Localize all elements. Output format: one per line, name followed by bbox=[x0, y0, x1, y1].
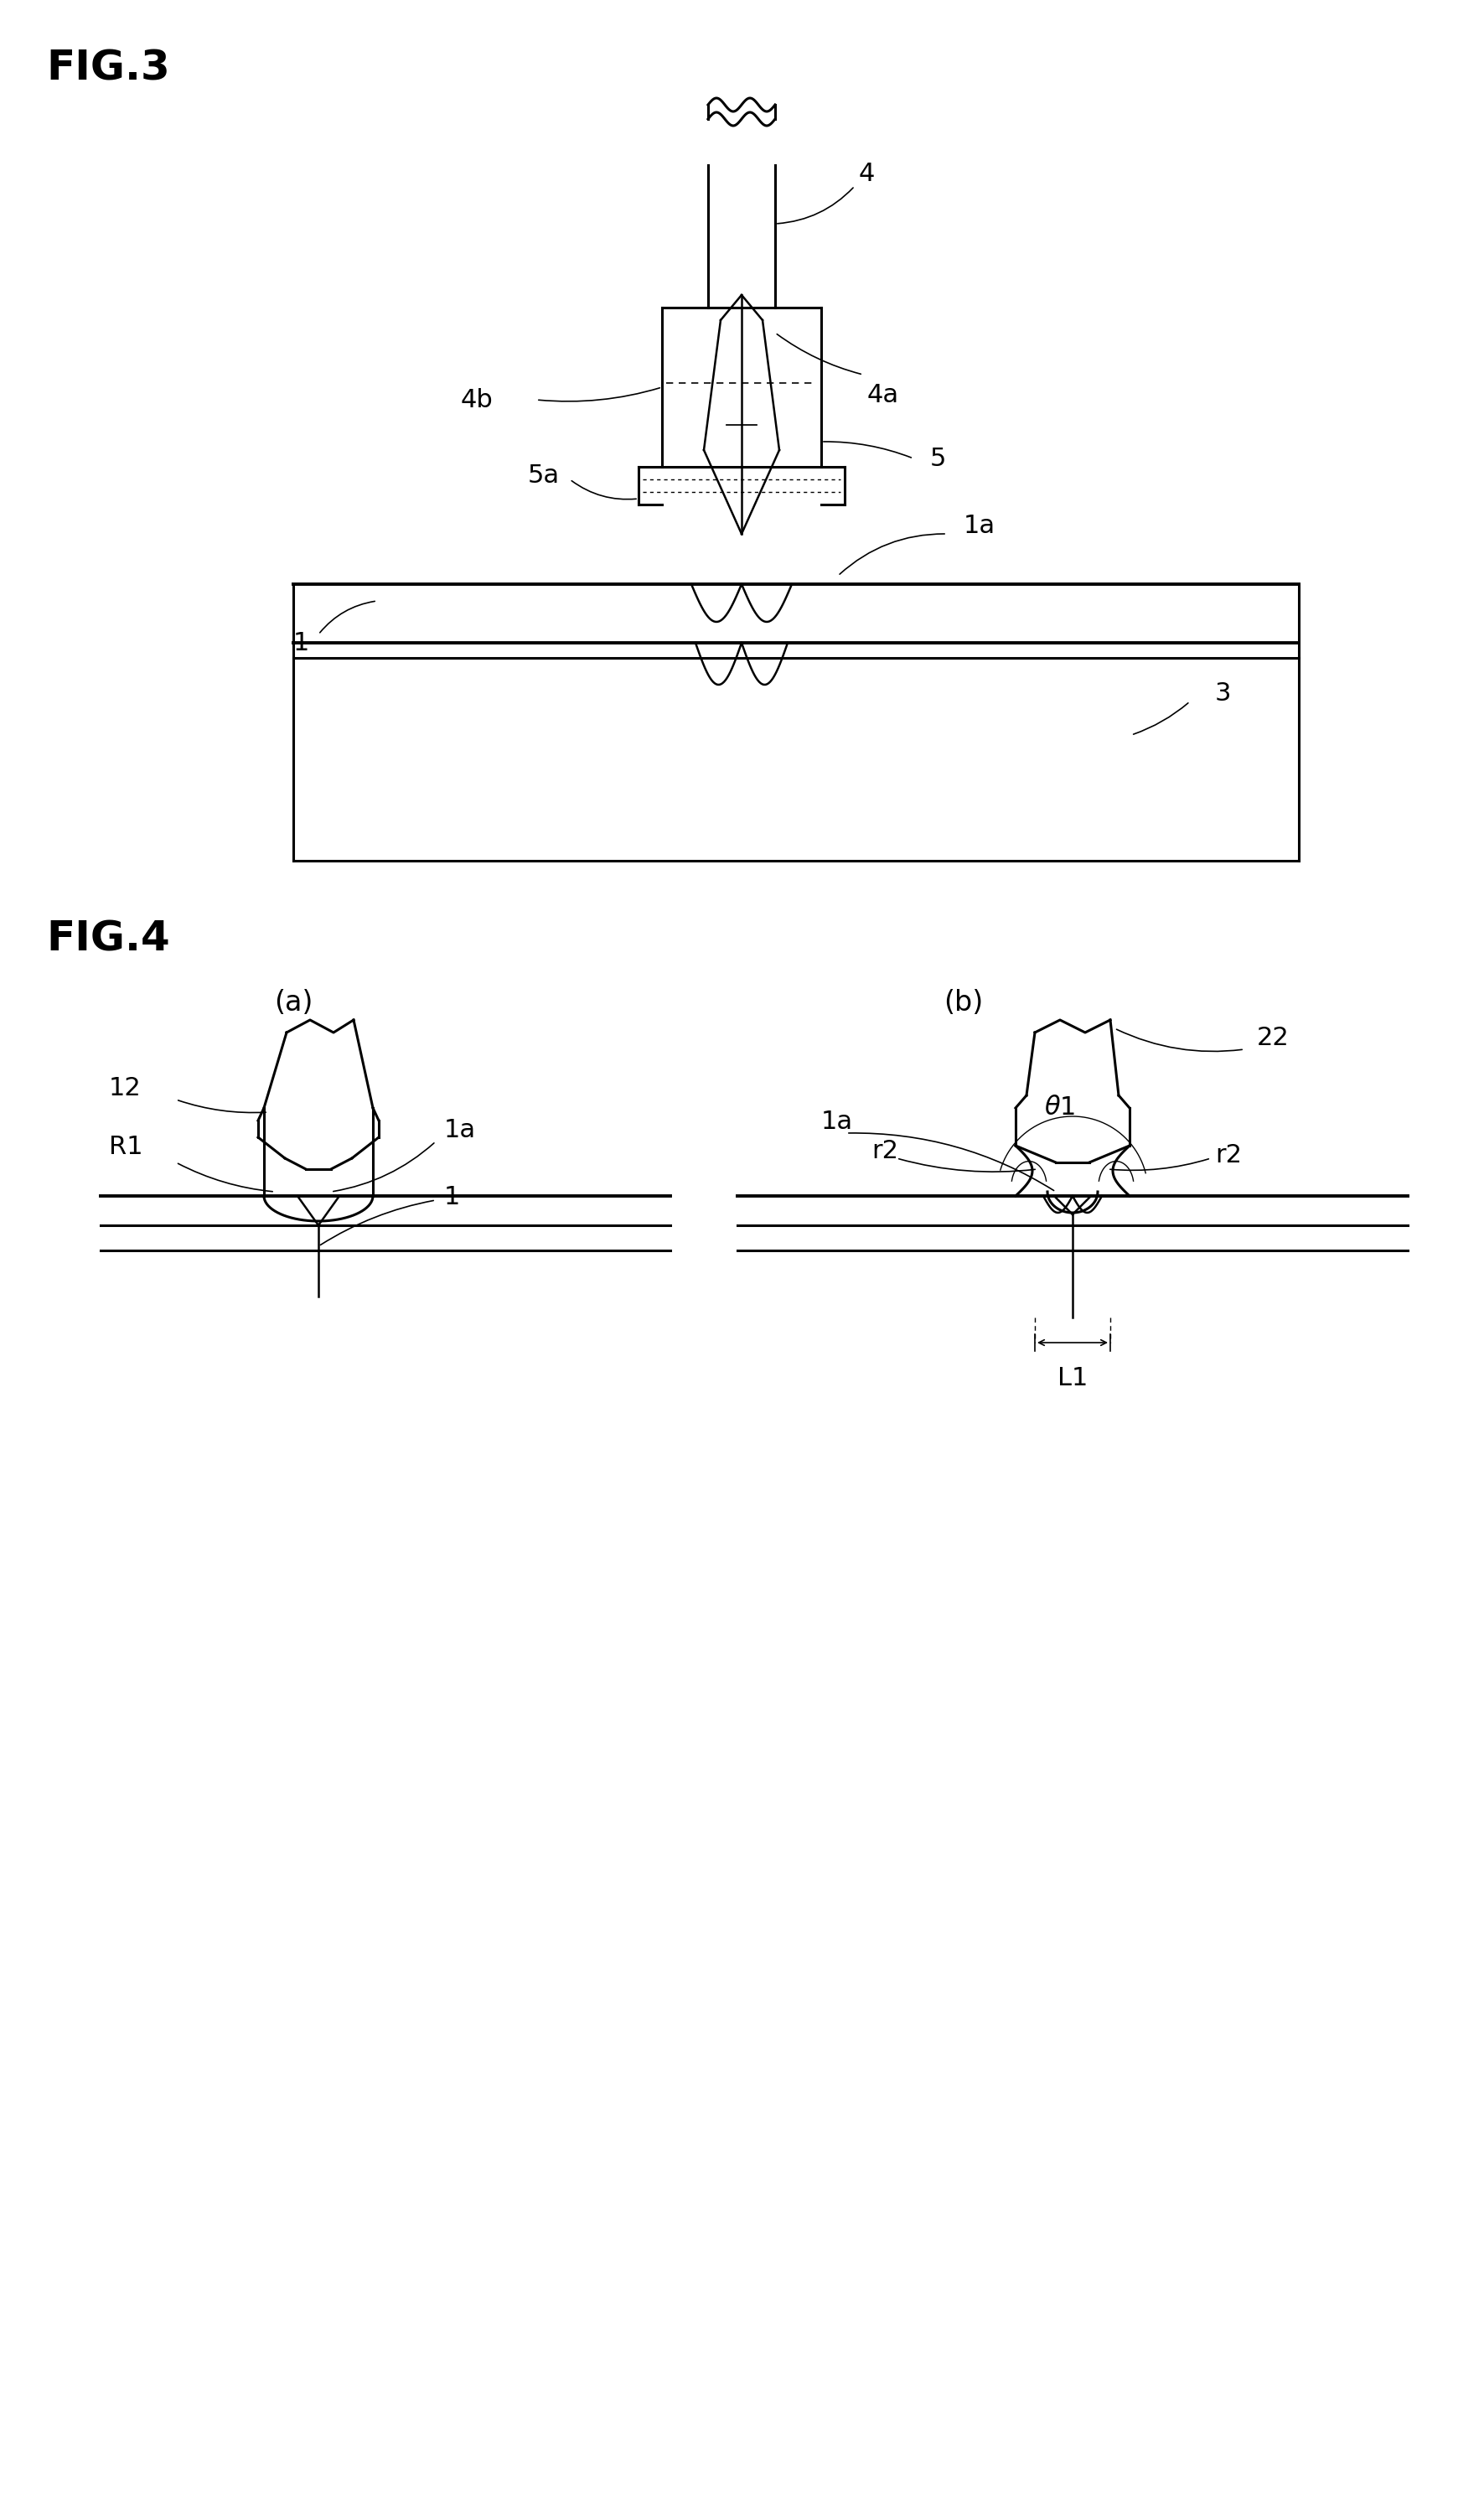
Text: 4b: 4b bbox=[462, 387, 493, 412]
Text: 5a: 5a bbox=[528, 464, 559, 487]
Text: FIG.3: FIG.3 bbox=[46, 47, 169, 87]
Text: 12: 12 bbox=[108, 1075, 141, 1100]
Text: 4: 4 bbox=[859, 162, 876, 187]
Text: 1a: 1a bbox=[963, 514, 996, 536]
Text: L1: L1 bbox=[1057, 1367, 1088, 1390]
Text: FIG.4: FIG.4 bbox=[46, 918, 169, 961]
Text: 1: 1 bbox=[294, 631, 310, 656]
Text: 5: 5 bbox=[930, 447, 947, 472]
Text: R1: R1 bbox=[108, 1135, 142, 1160]
Text: (b): (b) bbox=[944, 991, 984, 1018]
Text: 1: 1 bbox=[444, 1185, 460, 1210]
Text: 1a: 1a bbox=[444, 1118, 476, 1143]
Text: 3: 3 bbox=[1215, 681, 1232, 706]
Text: 1a: 1a bbox=[821, 1110, 853, 1133]
Text: r2: r2 bbox=[871, 1138, 898, 1163]
Text: 4a: 4a bbox=[867, 384, 899, 407]
Text: 22: 22 bbox=[1257, 1025, 1290, 1050]
Text: (a): (a) bbox=[275, 991, 313, 1018]
Text: $\theta$1: $\theta$1 bbox=[1045, 1095, 1076, 1120]
Text: r2: r2 bbox=[1215, 1143, 1242, 1168]
